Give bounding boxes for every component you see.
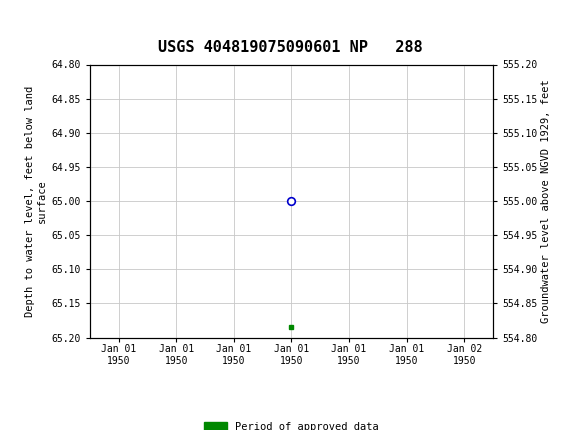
Y-axis label: Groundwater level above NGVD 1929, feet: Groundwater level above NGVD 1929, feet bbox=[542, 79, 552, 323]
Text: ≡: ≡ bbox=[5, 11, 26, 34]
Text: USGS: USGS bbox=[32, 13, 92, 32]
Text: USGS 404819075090601 NP   288: USGS 404819075090601 NP 288 bbox=[158, 40, 422, 55]
Y-axis label: Depth to water level, feet below land
surface: Depth to water level, feet below land su… bbox=[25, 86, 48, 316]
Legend: Period of approved data: Period of approved data bbox=[200, 418, 383, 430]
